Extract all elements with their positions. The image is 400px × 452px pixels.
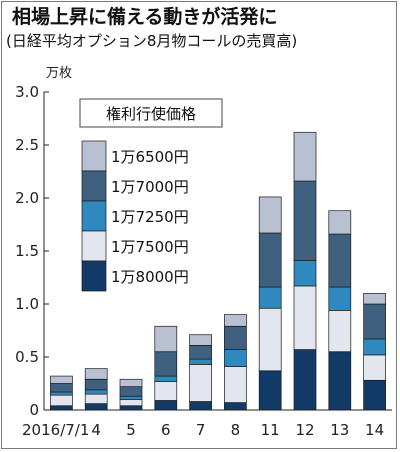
bar-segment <box>293 180 317 261</box>
x-tick-label: 7 <box>196 421 206 439</box>
bar-segment <box>363 303 386 340</box>
legend-label: 1万7250円 <box>111 208 189 226</box>
bar-segment <box>328 310 352 353</box>
y-tick-label: 2.0 <box>15 189 39 207</box>
bar-segment <box>84 393 108 404</box>
bar-segment <box>154 400 178 411</box>
bar-segment <box>293 260 317 287</box>
legend-label: 1万6500円 <box>111 148 189 166</box>
legend-swatch <box>81 170 107 202</box>
bar-segment <box>119 405 143 411</box>
x-tick-label: 2016/7/1 <box>22 421 89 439</box>
bar-segment <box>258 370 282 411</box>
bar-segment <box>189 364 212 402</box>
y-tick-label: 2.5 <box>15 136 39 154</box>
bar-segment <box>154 351 178 377</box>
bar-segment <box>119 386 143 397</box>
bar-segment <box>189 334 212 346</box>
legend-swatch <box>81 230 107 262</box>
bar-segment <box>293 131 317 182</box>
bar-segment <box>189 401 212 411</box>
x-tick-label: 5 <box>126 421 136 439</box>
legend-swatch <box>81 200 107 232</box>
legend-title-box <box>79 98 223 128</box>
bar-segment <box>328 210 352 235</box>
bar-segment <box>50 394 73 407</box>
y-tick-label: 1.5 <box>15 242 39 260</box>
bar-segment <box>154 381 178 401</box>
bar-segment <box>258 232 282 288</box>
bar-segment <box>224 314 247 327</box>
bar-segment <box>50 391 73 396</box>
y-tick-label: 1.0 <box>15 295 39 313</box>
x-axis: 2016/7/1 4 5 6 7 8 11 12 13 14 <box>22 409 392 439</box>
y-axis: 0 0.5 1.0 1.5 2.0 2.5 3.0 <box>15 83 49 419</box>
bar-segment <box>328 286 352 311</box>
bar-segment <box>154 375 178 382</box>
bar-segment <box>258 196 282 234</box>
legend-label: 1万8000円 <box>111 268 189 286</box>
bar-segment <box>154 325 178 353</box>
bar-segment <box>189 344 212 360</box>
legend-swatch <box>81 260 107 292</box>
legend-label: 1万7500円 <box>111 238 189 256</box>
bar-segment <box>293 349 317 411</box>
bar-segment <box>293 285 317 350</box>
legend-label: 1万7000円 <box>111 178 189 196</box>
bar-segment <box>189 358 212 365</box>
bar-segment <box>224 402 247 411</box>
bar-segment <box>50 383 73 393</box>
bar-segment <box>328 351 352 411</box>
bar-segment <box>224 366 247 403</box>
bar-segment <box>224 325 247 350</box>
bar-segment <box>50 375 73 384</box>
legend: 権利行使価格 1万6500円 1万7000円 1万7250円 1万7500円 1万8000… <box>79 98 223 292</box>
x-tick-label: 14 <box>365 421 384 439</box>
bar-segment <box>119 378 143 388</box>
bar-segment <box>363 379 386 411</box>
bar-segment <box>84 378 108 391</box>
chart-subtitle: (日経平均オプション8月物コールの売買高) <box>6 32 297 50</box>
y-tick-label: 0 <box>29 401 39 419</box>
x-tick-label: 13 <box>330 421 349 439</box>
chart-title: 相場上昇に備える動きが活発に <box>12 5 277 28</box>
y-axis-unit: 万枚 <box>46 66 72 81</box>
bar-segment <box>84 368 108 380</box>
x-tick-label: 6 <box>161 421 171 439</box>
bar-segment <box>84 389 108 395</box>
x-tick-label: 11 <box>261 421 280 439</box>
y-tick-label: 3.0 <box>15 83 39 101</box>
bar-segment <box>84 403 108 411</box>
bar-segment <box>328 233 352 288</box>
bar-segment <box>363 354 386 381</box>
bar-segment <box>50 405 73 411</box>
bar-segment <box>224 349 247 367</box>
bar-segment <box>119 399 143 407</box>
bar-segment <box>363 293 386 305</box>
x-tick-label: 8 <box>231 421 241 439</box>
x-tick-label: 4 <box>91 421 101 439</box>
bars-group <box>50 131 386 411</box>
bar-segment <box>363 338 386 356</box>
y-tick-label: 0.5 <box>15 348 39 366</box>
legend-title: 権利行使価格 <box>106 105 196 123</box>
legend-swatch <box>81 140 107 172</box>
x-tick-label: 12 <box>295 421 314 439</box>
bar-segment <box>258 286 282 309</box>
bar-segment <box>119 395 143 400</box>
bar-segment <box>258 307 282 372</box>
